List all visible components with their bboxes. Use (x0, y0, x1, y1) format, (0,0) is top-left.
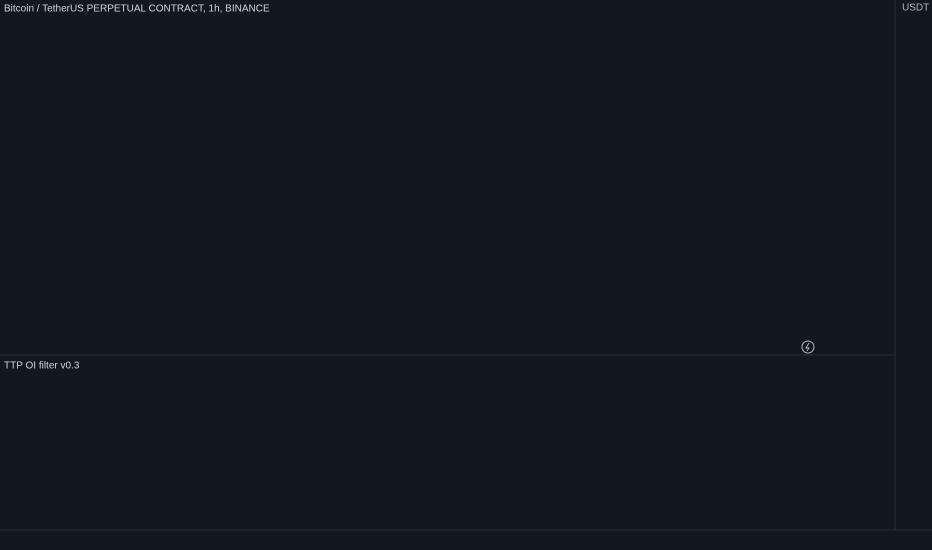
indicator-title: TTP OI filter v0.3 (4, 361, 80, 372)
icon-bolt[interactable] (805, 342, 810, 352)
currency: USDT (902, 3, 929, 14)
chart-title: Bitcoin / TetherUS PERPETUAL CONTRACT, 1… (4, 4, 270, 15)
icon-ring[interactable] (801, 340, 815, 354)
lightning-icon[interactable] (801, 340, 815, 354)
